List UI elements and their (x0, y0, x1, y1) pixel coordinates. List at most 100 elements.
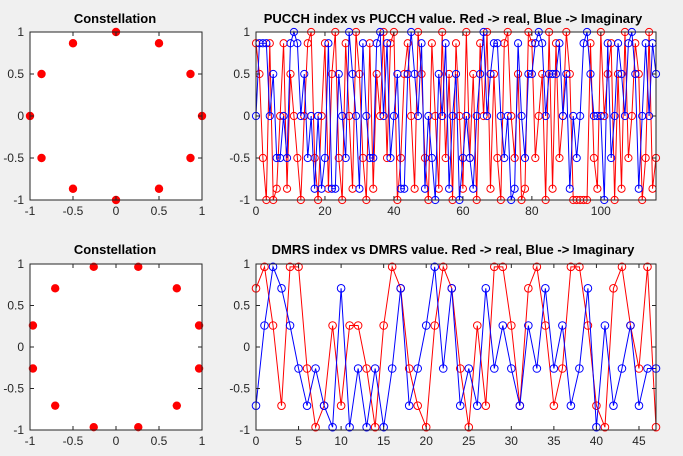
real-point-marker (285, 262, 295, 272)
x-tick-label: 80 (525, 204, 539, 218)
imaginary-point-marker (462, 111, 471, 121)
real-point-marker (593, 184, 602, 193)
imaginary-point-marker (410, 69, 419, 79)
imaginary-point-marker (469, 184, 478, 193)
imaginary-point-marker (489, 39, 499, 48)
imaginary-point-marker (538, 39, 547, 48)
imaginary-point-marker (370, 364, 380, 373)
imaginary-point-marker (379, 111, 388, 121)
imaginary-point-marker (351, 111, 361, 121)
imaginary-point-marker (389, 111, 399, 121)
real-point-marker (303, 39, 312, 48)
real-point-marker (302, 364, 312, 373)
imaginary-point-marker (455, 401, 465, 410)
imaginary-point-marker (558, 111, 567, 121)
constellation-point (28, 321, 38, 330)
imaginary-point-marker (262, 39, 271, 48)
imaginary-point-marker (607, 153, 616, 163)
constellation-point (186, 153, 195, 163)
imaginary-point-marker (617, 69, 626, 79)
pucch-sequence-title: PUCCH index vs PUCCH value. Red -> real,… (264, 11, 643, 26)
constellation-pucch-plot: Constellation -1 -0.5 0 0.5 1 1 0.5 0 -0.5 -1 (3, 11, 207, 218)
x-tick-label: 35 (547, 434, 561, 448)
y-tick-label: 0 (17, 109, 24, 123)
x-tick-label: 20 (420, 434, 434, 448)
real-point-marker (549, 401, 559, 410)
imaginary-point-marker (300, 69, 309, 79)
real-point-marker (464, 422, 474, 432)
imaginary-point-marker (472, 401, 482, 410)
imaginary-point-marker (572, 153, 581, 163)
imaginary-point-marker (272, 153, 281, 163)
constellation-point (89, 262, 98, 272)
imaginary-point-marker (324, 39, 333, 48)
x-tick-label: 25 (462, 434, 476, 448)
y-tick-label: 0.5 (233, 299, 250, 313)
y-tick-label: -1 (239, 193, 250, 207)
real-point-marker (345, 321, 354, 330)
constellation-point (172, 401, 182, 410)
imaginary-point-marker (558, 321, 567, 330)
real-point-marker (372, 69, 381, 79)
imaginary-point-marker (358, 39, 367, 48)
x-tick-label: -0.5 (63, 434, 84, 448)
imaginary-point-marker (386, 153, 395, 163)
imaginary-point-marker (592, 422, 601, 432)
imaginary-point-marker (396, 284, 405, 293)
real-point-marker (498, 262, 508, 272)
imaginary-point-marker (583, 284, 593, 293)
imaginary-point-marker (427, 153, 436, 163)
imaginary-point-marker (465, 153, 474, 163)
imaginary-point-marker (576, 111, 585, 121)
imaginary-point-marker (498, 321, 508, 330)
real-point-marker (286, 69, 295, 79)
imaginary-point-marker (562, 69, 571, 79)
imaginary-point-marker (331, 184, 340, 193)
x-tick-label: 0.5 (151, 434, 168, 448)
imaginary-series-line (255, 30, 657, 201)
imaginary-point-marker (476, 69, 485, 79)
real-point-marker (489, 262, 499, 272)
x-tick-label: 45 (632, 434, 646, 448)
imaginary-point-marker (527, 69, 536, 79)
imaginary-point-marker (424, 111, 433, 121)
imaginary-point-marker (269, 69, 278, 79)
real-point-marker (336, 401, 346, 410)
imaginary-point-marker (334, 69, 343, 79)
imaginary-point-marker (624, 39, 633, 48)
x-tick-label: 20 (318, 204, 332, 218)
real-point-marker (421, 422, 431, 432)
y-tick-label: -1 (13, 423, 24, 437)
imaginary-point-marker (341, 153, 350, 163)
real-point-marker (311, 422, 320, 432)
imaginary-point-marker (593, 111, 602, 121)
real-point-marker (438, 262, 448, 272)
x-tick-label: 15 (377, 434, 391, 448)
constellation-point (50, 401, 60, 410)
imaginary-point-marker (620, 111, 630, 121)
imaginary-point-marker (486, 69, 495, 79)
real-point-marker (641, 153, 650, 163)
imaginary-point-marker (382, 39, 392, 48)
imaginary-point-marker (348, 69, 357, 79)
imaginary-series-line (255, 264, 656, 428)
constellation-point (68, 184, 78, 193)
const-dmrs-axes-background (30, 264, 202, 430)
constellation-dmrs-plot: Constellation -1 -0.5 0 0.5 1 1 0.5 0 -0.5 -1 (3, 242, 205, 448)
imaginary-point-marker (500, 153, 509, 163)
imaginary-point-marker (296, 111, 305, 121)
imaginary-point-marker (404, 401, 414, 410)
imaginary-point-marker (379, 422, 388, 432)
imaginary-point-marker (579, 39, 588, 48)
imaginary-point-marker (441, 39, 450, 48)
real-point-marker (387, 262, 397, 272)
real-point-marker (272, 184, 281, 193)
imaginary-point-marker (503, 111, 512, 121)
real-point-marker (617, 262, 627, 272)
imaginary-point-marker (549, 364, 559, 373)
imaginary-point-marker (421, 321, 431, 330)
const-dmrs-marks (28, 262, 204, 432)
imaginary-point-marker (596, 111, 605, 121)
imaginary-point-marker (586, 69, 595, 79)
imaginary-point-marker (336, 284, 346, 293)
